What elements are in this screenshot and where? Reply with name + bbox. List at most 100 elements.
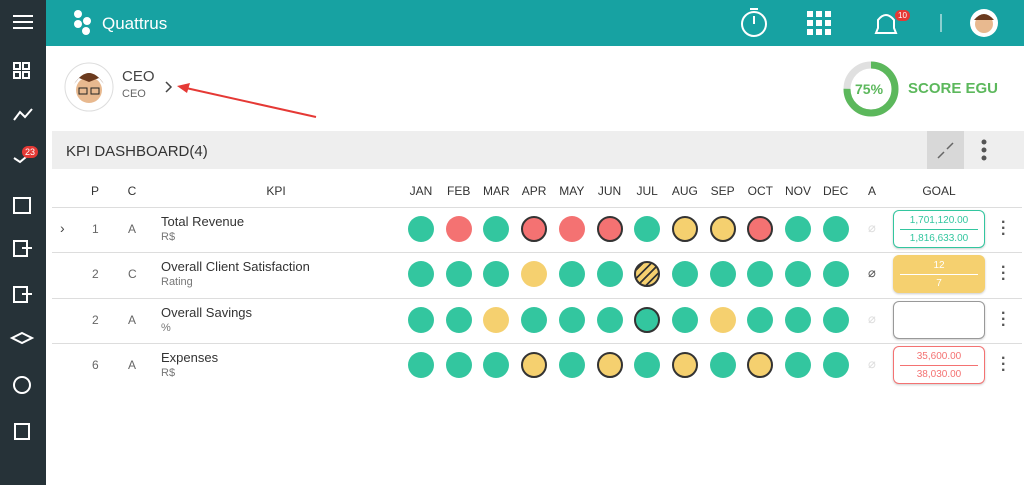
expand-toggle[interactable]: › (60, 220, 65, 236)
column-header: NOV (784, 184, 812, 198)
attachment[interactable]: ⌀ (868, 355, 876, 371)
column-header: A (867, 184, 877, 198)
status-circle[interactable] (483, 261, 510, 288)
dashboard-title: KPI DASHBOARD(4) (66, 143, 208, 160)
score-arc (843, 61, 899, 117)
menu-button[interactable] (978, 137, 990, 163)
row-divider (52, 252, 1022, 254)
status-circle[interactable] (521, 216, 548, 242)
row-divider (52, 297, 1022, 299)
status-circle[interactable] (445, 306, 472, 333)
column-header: MAR (483, 184, 510, 198)
collapse-button[interactable] (927, 131, 964, 169)
status-circle[interactable] (445, 261, 472, 288)
goal-box[interactable]: 35,600.00 38,030.00 (893, 345, 985, 384)
status-circle[interactable] (445, 351, 472, 378)
column-header: C (127, 184, 137, 198)
status-circle[interactable] (558, 261, 585, 288)
column-header: AUG (671, 184, 698, 198)
goal-box[interactable]: 12 7 (893, 255, 985, 294)
status-circle[interactable] (408, 351, 434, 378)
status-circle[interactable] (671, 261, 698, 288)
status-circle[interactable] (408, 306, 434, 333)
status-circle[interactable] (408, 261, 434, 288)
badge: 23 (22, 146, 39, 158)
profile-name: CEO (122, 68, 155, 85)
status-circle[interactable] (521, 261, 548, 288)
goal-box[interactable]: 1,701,120.00 1,816,633.00 (893, 210, 985, 248)
status-circle[interactable] (634, 351, 661, 378)
status-circle[interactable] (671, 351, 698, 378)
status-circle[interactable] (747, 351, 774, 378)
notification-badge: 10 (895, 10, 910, 21)
status-circle[interactable] (558, 306, 585, 333)
status-circle[interactable] (709, 216, 736, 242)
column-header: APR (521, 184, 547, 198)
status-circle[interactable] (785, 261, 811, 288)
status-circle[interactable] (822, 261, 849, 288)
status-circle[interactable] (521, 306, 548, 333)
status-circle[interactable] (596, 216, 623, 242)
row-menu[interactable]: · · · (1001, 214, 1007, 243)
status-circle[interactable] (634, 216, 661, 242)
kpi-unit: % (161, 321, 171, 334)
column-header: SEP (710, 184, 735, 198)
status-circle[interactable] (822, 351, 849, 378)
status-circle[interactable] (634, 306, 661, 333)
column-header: JUL (636, 184, 658, 198)
goal-box[interactable] (893, 300, 985, 339)
row-menu[interactable]: · · · (1001, 304, 1007, 334)
top-bar: Quattrus 10 (46, 0, 1024, 46)
column-header: DEC (823, 184, 849, 198)
kpi-name: Overall Client Satisfaction (161, 259, 310, 275)
status-circle[interactable] (483, 351, 510, 378)
profile-graphics (64, 62, 317, 118)
status-circle[interactable] (408, 216, 434, 242)
status-circle[interactable] (521, 351, 548, 378)
goal-value: 38,030.00 (916, 368, 962, 380)
status-circle[interactable] (747, 306, 774, 333)
status-circle[interactable] (709, 306, 736, 333)
status-circle[interactable] (822, 216, 849, 242)
status-circle[interactable] (596, 306, 623, 333)
status-circle[interactable] (483, 306, 510, 333)
row-divider (52, 207, 1022, 208)
status-circle[interactable] (747, 216, 774, 242)
score-title: SCORE EGU (908, 80, 999, 97)
status-circle[interactable] (747, 261, 774, 288)
logo-icon (74, 10, 91, 35)
row-menu[interactable]: · · · (1001, 349, 1007, 379)
status-circle[interactable] (785, 306, 811, 333)
status-circle[interactable] (483, 216, 510, 242)
status-circle[interactable] (596, 351, 623, 378)
goal-value: 1,816,633.00 (909, 233, 969, 244)
status-circle[interactable] (709, 261, 736, 288)
goal-value: 7 (936, 278, 942, 290)
column-header: JUN (597, 184, 622, 198)
kpi-name: Overall Savings (161, 304, 253, 320)
column-header: OCT (747, 184, 773, 198)
status-circle[interactable] (671, 306, 698, 333)
status-circle[interactable] (709, 351, 736, 378)
column-header: FEB (447, 184, 471, 198)
status-circle[interactable] (671, 216, 698, 242)
status-circle[interactable] (596, 261, 623, 288)
status-circle[interactable] (558, 216, 585, 242)
class: A (128, 312, 137, 327)
attachment[interactable]: ⌀ (868, 220, 876, 235)
attachment[interactable]: ⌀ (868, 310, 876, 326)
class: A (128, 357, 137, 372)
status-circle[interactable] (785, 351, 811, 378)
status-circle[interactable] (785, 216, 811, 242)
column-header: P (90, 184, 100, 198)
goal-value: 1,701,120.00 (900, 215, 978, 230)
row-menu[interactable]: · · · (1001, 259, 1007, 289)
status-circle[interactable] (634, 261, 661, 288)
score-value: 75% (855, 81, 884, 97)
status-circle[interactable] (558, 351, 585, 378)
attachment[interactable]: ⌀ (868, 265, 876, 281)
status-circle[interactable] (445, 216, 472, 242)
class: C (128, 267, 137, 282)
sidebar: 23 (0, 0, 46, 485)
status-circle[interactable] (822, 306, 849, 333)
